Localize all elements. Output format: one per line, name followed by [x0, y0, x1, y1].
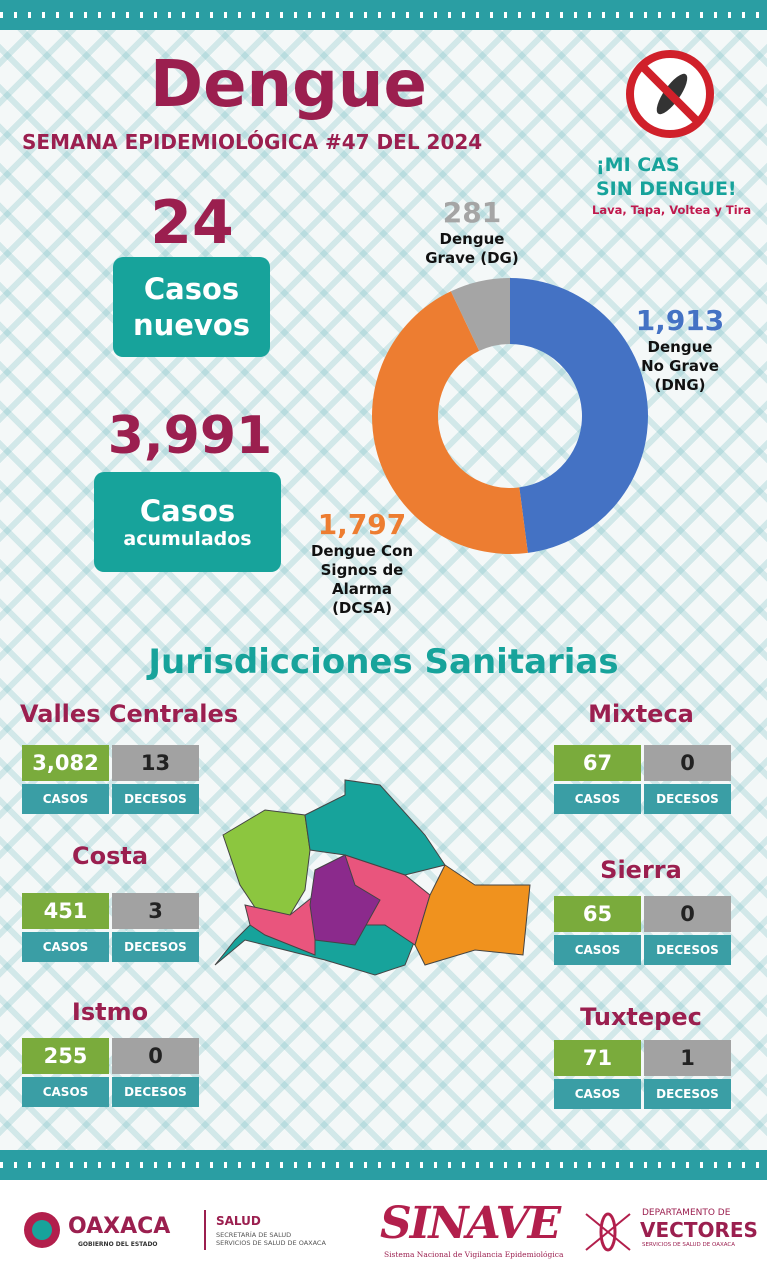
table-row: 255 0 — [22, 1038, 200, 1074]
section-title: Jurisdicciones Sanitarias — [148, 642, 619, 682]
deaths-value: 0 — [112, 1038, 199, 1074]
depto: DEPARTAMENTO DE — [642, 1208, 731, 1218]
divider — [204, 1210, 206, 1250]
cases-value: 255 — [22, 1038, 109, 1074]
deaths-value: 13 — [112, 745, 199, 781]
deaths-value: 3 — [112, 893, 199, 929]
deaths-value: 0 — [644, 896, 731, 932]
donut-slice — [371, 291, 528, 554]
salud: SALUD — [216, 1214, 261, 1228]
deaths-value: 0 — [644, 745, 731, 781]
cumulative-cases: 3,991 — [107, 406, 273, 466]
oaxaca-emblem — [24, 1212, 60, 1248]
donut-slice — [510, 278, 649, 553]
cases-value: 451 — [22, 893, 109, 929]
jurisdiction-table: 255 0 CASOS DECESOS — [22, 1038, 200, 1107]
deaths-value: 1 — [644, 1040, 731, 1076]
jurisdiction-name: Tuxtepec — [580, 1003, 702, 1031]
sinave-full: Sistema Nacional de Vigilancia Epidemiol… — [384, 1250, 564, 1259]
vectores-icon — [585, 1212, 631, 1252]
cumulative-label: Casos — [139, 494, 236, 528]
table-row: CASOS DECESOS — [22, 929, 200, 962]
mosquito-icon — [626, 50, 714, 138]
new-cases: 24 — [150, 188, 234, 258]
donut-chart — [371, 278, 649, 554]
cases-value: 3,082 — [22, 745, 109, 781]
table-row: CASOS DECESOS — [22, 781, 200, 814]
jurisdiction-name: Istmo — [71, 998, 149, 1026]
donut-category-label: Dengue Grave (DG) — [425, 230, 519, 267]
jurisdiction-name: Valles Centrales — [20, 700, 239, 728]
cases-value: 67 — [554, 745, 641, 781]
jurisdiction-table: 65 0 CASOS DECESOS — [554, 896, 732, 965]
bottom-band — [0, 1150, 767, 1180]
table-row: 3,082 13 — [22, 745, 200, 781]
jurisdiction-table: 451 3 CASOS DECESOS — [22, 893, 200, 962]
cases-header: CASOS — [22, 1077, 109, 1107]
table-row: CASOS DECESOS — [554, 932, 732, 965]
table-row: CASOS DECESOS — [22, 1074, 200, 1107]
jurisdiction-name: Sierra — [600, 856, 682, 884]
jurisdiction-table: 3,082 13 CASOS DECESOS — [22, 745, 200, 814]
donut-value-label: 281 — [442, 196, 502, 229]
jurisdiction-table: 71 1 CASOS DECESOS — [554, 1040, 732, 1109]
jurisdiction-table: 67 0 CASOS DECESOS — [554, 745, 732, 814]
cumulative-label: acumulados — [123, 528, 252, 550]
cases-header: CASOS — [22, 932, 109, 962]
footer: OAXACA GOBIERNO DEL ESTADO SALUD SECRETA… — [0, 1180, 767, 1280]
logo-line2: SIN DENGUE! — [596, 178, 737, 200]
donut-value-label: 1,913 — [635, 304, 725, 337]
table-row: 71 1 — [554, 1040, 732, 1076]
logo-tagline: Lava, Tapa, Voltea y Tira — [592, 203, 752, 217]
donut-value-label: 1,797 — [317, 508, 407, 541]
new-cases-box: Casos nuevos — [113, 257, 270, 357]
donut-category-label: Dengue Con Signos de Alarma (DCSA) — [310, 542, 414, 617]
new-cases-label: Casos nuevos — [132, 272, 251, 342]
oaxaca-logo: OAXACA — [68, 1214, 171, 1239]
title: Dengue — [150, 48, 427, 122]
donut-slice — [450, 278, 510, 351]
table-row: 451 3 — [22, 893, 200, 929]
table-row: CASOS DECESOS — [554, 781, 732, 814]
cumulative-box: Casos acumulados — [94, 472, 281, 572]
gobierno: GOBIERNO DEL ESTADO — [78, 1241, 158, 1248]
jurisdiction-name: Costa — [71, 842, 149, 870]
vectores: VECTORES — [640, 1218, 758, 1242]
deaths-header: DECESOS — [112, 932, 199, 962]
jurisdiction-name: Mixteca — [588, 700, 694, 728]
logo-line1: ¡MI CAS — [596, 154, 680, 176]
subtitle: SEMANA EPIDEMIOLÓGICA #47 DEL 2024 — [22, 130, 483, 154]
table-row: CASOS DECESOS — [554, 1076, 732, 1109]
donut-category-label: Dengue No Grave (DNG) — [641, 338, 719, 394]
top-band — [0, 0, 767, 30]
secretaria: SECRETARÍA DE SALUD — [216, 1231, 292, 1239]
deaths-header: DECESOS — [112, 1077, 199, 1107]
deaths-header: DECESOS — [644, 935, 731, 965]
deaths-header: DECESOS — [112, 784, 199, 814]
deaths-header: DECESOS — [644, 1079, 731, 1109]
cases-header: CASOS — [554, 1079, 641, 1109]
cases-header: CASOS — [554, 784, 641, 814]
table-row: 65 0 — [554, 896, 732, 932]
servicios: SERVICIOS DE SALUD DE OAXACA — [216, 1239, 326, 1247]
vectores-sub: SERVICIOS DE SALUD DE OAXACA — [642, 1242, 736, 1248]
table-row: 67 0 — [554, 745, 732, 781]
cases-header: CASOS — [554, 935, 641, 965]
cases-value: 65 — [554, 896, 641, 932]
oaxaca-map — [214, 779, 531, 976]
cases-value: 71 — [554, 1040, 641, 1076]
deaths-header: DECESOS — [644, 784, 731, 814]
sinave-logo: SINAVE — [380, 1198, 561, 1249]
cases-header: CASOS — [22, 784, 109, 814]
